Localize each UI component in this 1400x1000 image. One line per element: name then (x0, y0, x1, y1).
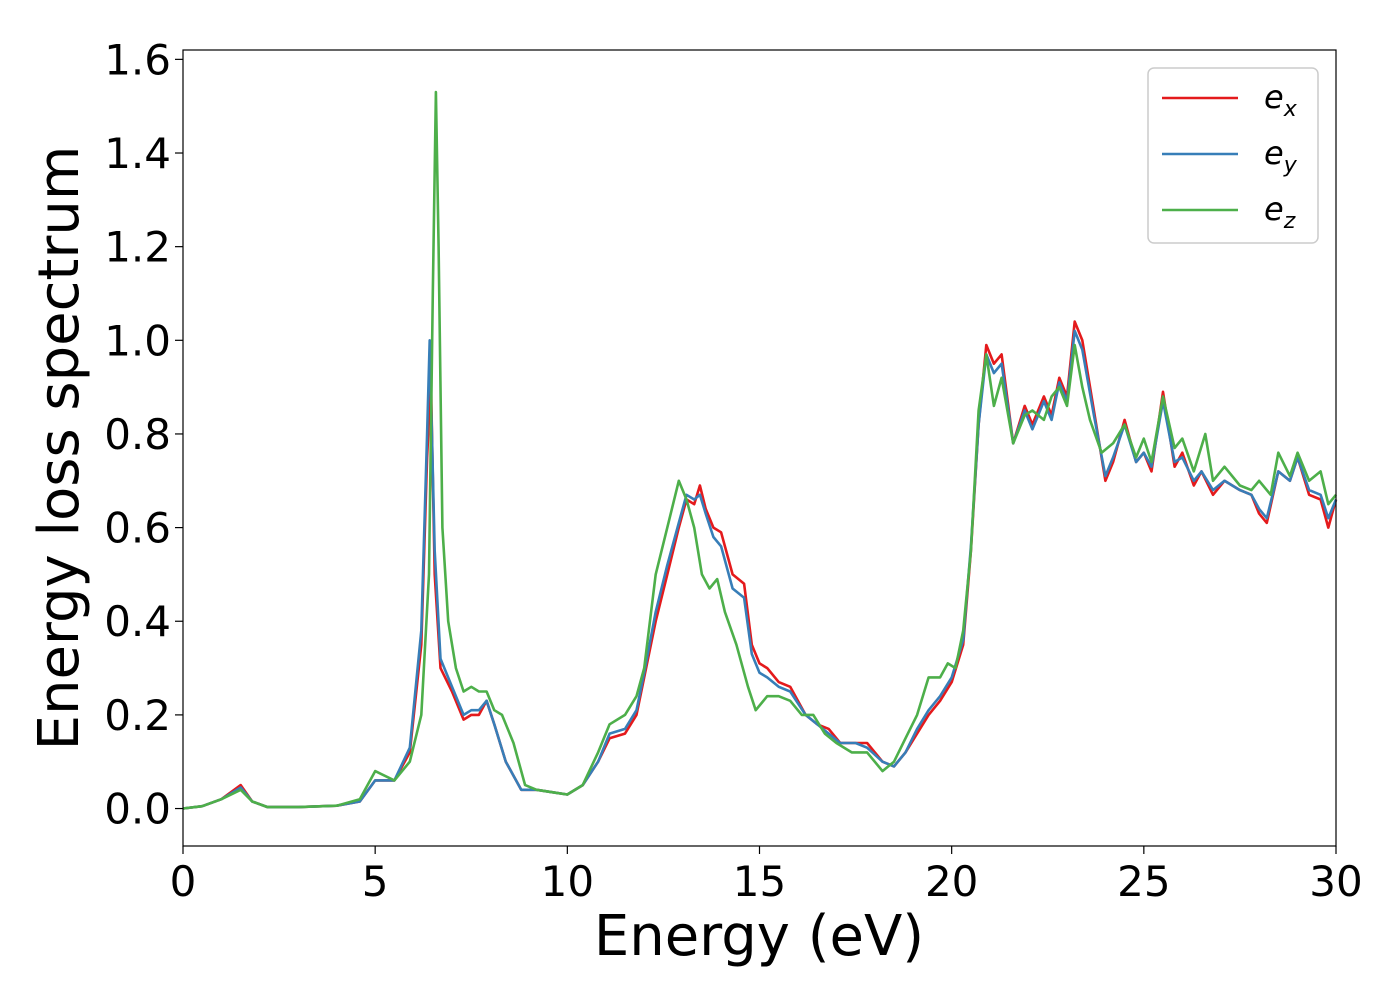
y-tick-label: 0.6 (104, 504, 171, 553)
x-tick-label: 15 (733, 857, 786, 906)
x-axis-ticks: 0 5 10 15 20 25 30 (170, 846, 1363, 906)
series-line-z (182, 90, 1338, 810)
y-tick-label: 1.0 (104, 316, 171, 365)
x-tick-label: 25 (1117, 857, 1170, 906)
y-axis-ticks: 0.0 0.2 0.4 0.6 0.8 1.0 1.2 1.4 1.6 (104, 35, 183, 834)
x-tick-label: 5 (362, 857, 389, 906)
y-tick-label: 0.2 (104, 691, 171, 740)
y-tick-label: 0.0 (104, 785, 171, 834)
y-tick-label: 0.4 (104, 597, 171, 646)
y-axis-title: Energy loss spectrum (27, 146, 92, 751)
y-tick-label: 1.4 (104, 129, 171, 178)
x-tick-label: 0 (170, 857, 197, 906)
y-tick-label: 1.6 (104, 35, 171, 84)
series-line-x (182, 320, 1338, 810)
x-tick-label: 20 (925, 857, 978, 906)
x-tick-label: 10 (541, 857, 594, 906)
y-tick-label: 1.2 (104, 223, 171, 272)
series-layer (182, 90, 1338, 810)
y-tick-label: 0.8 (104, 410, 171, 459)
legend-box (1147, 67, 1319, 244)
x-tick-label: 30 (1309, 857, 1362, 906)
x-axis-title: Energy (eV) (594, 904, 924, 969)
